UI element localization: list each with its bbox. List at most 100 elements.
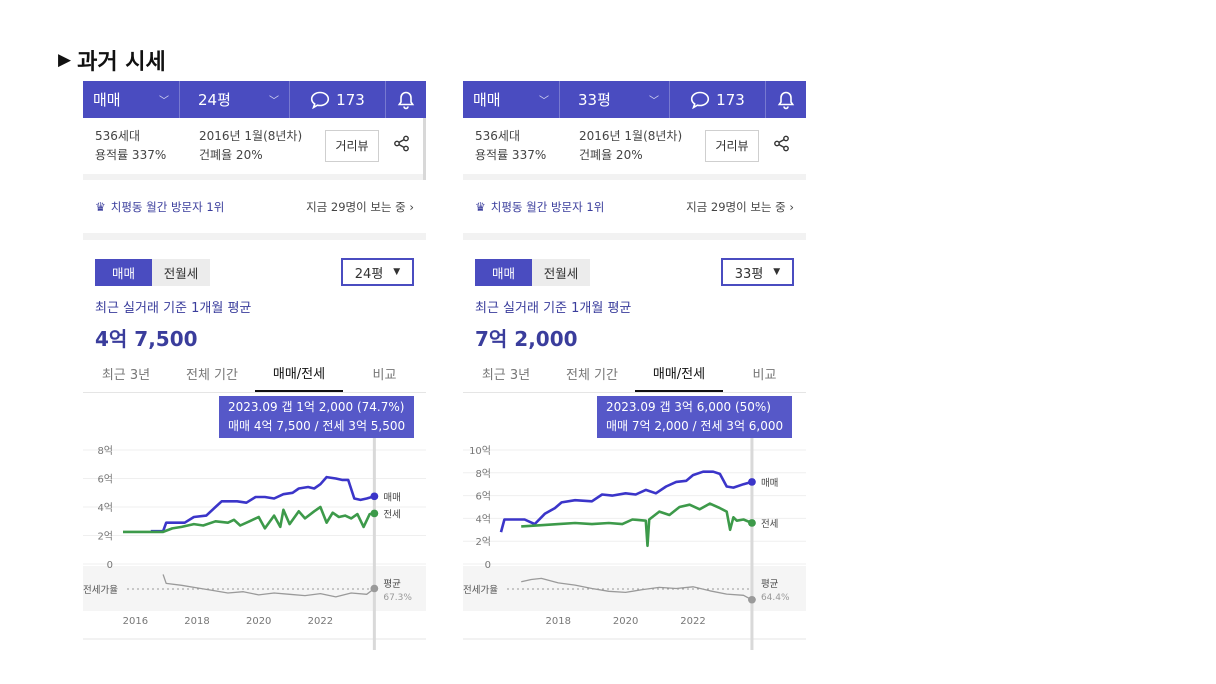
trade-type-select[interactable]: 매매 ﹀ [83,81,180,118]
trade-type-select[interactable]: 매매 ﹀ [463,81,560,118]
y-tick-label: 8억 [97,445,113,457]
toggle-rent[interactable]: 전월세 [532,258,590,286]
visitor-rank: 치평동 월간 방문자 1위 [110,199,225,214]
y-tick-label: 10억 [469,445,491,457]
ratio-label: 전세가율 [463,585,498,596]
building-coverage: 건폐율 20% [199,148,263,162]
toggle-rent[interactable]: 전월세 [152,258,210,286]
avg-end-label: 평균 [383,579,401,590]
trade-toggle: 매매 전월세 [95,258,210,286]
avg-end-value: 64.4% [761,593,790,603]
jeonse-end-label: 전세 [761,519,778,530]
bell-icon [777,91,795,109]
speech-bubble-icon [691,91,710,109]
title-marker-icon: ▶ [58,50,72,70]
share-button[interactable] [393,135,410,158]
size-label: 24평 [198,91,231,109]
floor-area-ratio: 용적률 337% [95,148,167,162]
price-chart[interactable]: 10억 8억 6억 4억 2억 0 2018 2020 2022 전세가율 매매 전세 평균 64.4% … [463,393,806,650]
cursor-point [370,492,379,501]
share-button[interactable] [773,135,790,158]
comments-button[interactable]: 173 [290,81,386,118]
share-icon [394,135,409,151]
average-label: 최근 실거래 기준 1개월 평균 [475,301,632,316]
roadview-button[interactable]: 거리뷰 [325,130,379,162]
households: 536세대 [95,129,140,143]
crown-icon: ♛ [475,199,486,214]
households: 536세대 [475,129,520,143]
tab-sale-jeonse[interactable]: 매매/전세 [255,355,343,392]
chevron-down-icon: ﹀ [649,96,659,107]
trade-type-label: 매매 [473,91,501,109]
price-panel-33: 매매 ﹀ 33평 ﹀ 173 536세대 용적률 337% 2016년 1월(8년차)… [463,81,806,658]
jeonse-series-line [521,502,753,548]
chevron-down-icon: ﹀ [159,96,169,107]
chevron-down-icon: ﹀ [539,96,549,107]
tab-compare[interactable]: 비교 [752,368,777,383]
cursor-point [748,478,756,486]
share-icon [774,135,789,151]
tab-recent-3y[interactable]: 최근 3년 [101,368,151,383]
comment-count: 173 [336,90,365,109]
ratio-label: 전세가율 [83,585,118,596]
ratio-series-line [521,577,753,601]
chart-tabs: 최근 3년 전체 기간 매매/전세 비교 [463,355,806,393]
viewers-now: 지금 29명이 보는 중 [686,199,786,214]
size-dropdown-value: 33평 [734,266,764,282]
chart-controls: 매매 전월세 33평 ▼ [463,250,806,294]
page-title-text: 과거 시세 [77,50,166,75]
cursor-line [372,433,376,650]
chevron-down-icon: ﹀ [269,96,279,107]
y-tick-label: 2억 [97,531,113,543]
built-date: 2016년 1월(8년차) [199,129,303,143]
tab-all-period[interactable]: 전체 기간 [566,368,618,383]
visitor-banner[interactable]: ♛ 치평동 월간 방문자 1위 지금 29명이 보는 중 › [83,180,426,240]
jeonse-end-label: 전세 [383,509,400,520]
built-date: 2016년 1월(8년차) [579,129,683,143]
toggle-sale[interactable]: 매매 [95,258,152,286]
size-dropdown[interactable]: 24평 ▼ [341,258,414,286]
trade-type-label: 매매 [93,91,121,109]
average-label: 최근 실거래 기준 1개월 평균 [95,301,252,316]
y-tick-label: 6억 [97,474,113,486]
x-tick-label: 2018 [546,616,571,627]
size-select[interactable]: 33평 ﹀ [560,81,670,118]
tab-sale-jeonse[interactable]: 매매/전세 [635,355,723,392]
y-tick-label: 2억 [475,536,491,548]
notification-button[interactable] [386,81,426,118]
ratio-series-line [162,574,375,598]
tooltip-prices: 매매 4억 7,500 / 전세 3억 5,500 [228,419,406,433]
y-tick-label: 0 [107,560,113,571]
chevron-right-icon: › [789,199,794,214]
roadview-button[interactable]: 거리뷰 [705,130,759,162]
x-tick-label: 2020 [246,616,271,627]
tab-all-period[interactable]: 전체 기간 [186,368,238,383]
visitor-banner[interactable]: ♛ 치평동 월간 방문자 1위 지금 29명이 보는 중 › [463,180,806,240]
scrollbar[interactable] [423,118,426,180]
tab-compare[interactable]: 비교 [372,368,397,383]
size-dropdown[interactable]: 33평 ▼ [721,258,794,286]
avg-end-label: 평균 [761,579,779,590]
comments-button[interactable]: 173 [670,81,766,118]
toggle-sale[interactable]: 매매 [475,258,532,286]
size-dropdown-value: 24평 [354,266,384,282]
notification-button[interactable] [766,81,806,118]
caret-down-icon: ▼ [393,267,401,277]
cursor-line [750,433,754,650]
price-chart[interactable]: 8억 6억 4억 2억 0 2016 2018 2020 2022 전세가율 매매 전세 평균 67.3%… [83,393,426,650]
visitor-rank: 치평동 월간 방문자 1위 [490,199,605,214]
tab-recent-3y[interactable]: 최근 3년 [481,368,531,383]
average-price: 4억 7,500 [95,327,198,351]
comment-count: 173 [716,90,745,109]
viewers-now: 지금 29명이 보는 중 [306,199,406,214]
tooltip-gap: 2023.09 갭 1억 2,000 (74.7%) [228,400,405,414]
chart-tooltip: 2023.09 갭 1억 2,000 (74.7%) 매매 4억 7,500 /… [219,396,415,438]
sale-series-line [150,475,375,533]
y-tick-label: 8억 [475,468,491,480]
size-select[interactable]: 24평 ﹀ [180,81,290,118]
y-tick-label: 4억 [475,513,491,525]
panel-topbar: 매매 ﹀ 33평 ﹀ 173 [463,81,806,118]
speech-bubble-icon [311,91,330,109]
